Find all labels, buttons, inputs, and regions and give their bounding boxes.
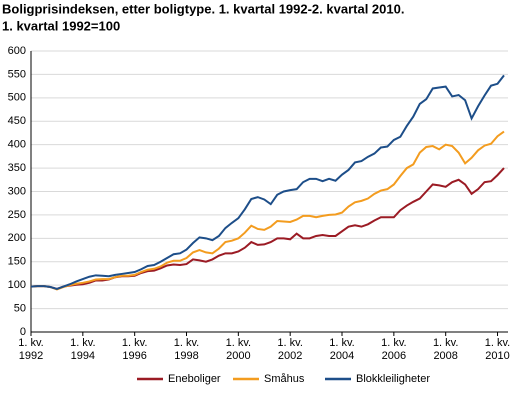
x-tick-label-line: 1998 <box>174 350 198 362</box>
series-line <box>30 74 505 290</box>
x-tick-label: 1. kv. 2000 <box>226 337 251 362</box>
x-tick-label: 1. kv. 2006 <box>381 337 406 362</box>
x-tick-label-line: 1. kv. <box>226 337 251 349</box>
x-tick-label-line: 2004 <box>330 350 354 362</box>
chart-title: Boligprisindeksen, etter boligtype. 1. k… <box>2 1 404 16</box>
x-tick-label: 1. kv. 1998 <box>174 337 199 362</box>
y-tick-label: 150 <box>8 256 26 268</box>
x-tick-label: 1. kv. 1992 <box>18 337 43 362</box>
y-tick-label: 550 <box>8 68 26 80</box>
x-tick-label-line: 2006 <box>382 350 406 362</box>
y-tick-label: 350 <box>8 162 26 174</box>
x-tick-label-line: 1. kv. <box>174 337 199 349</box>
y-tick-label: 0 <box>20 326 26 338</box>
x-tick-label: 1. kv. 1996 <box>122 337 147 362</box>
x-tick-label: 1. kv. 2004 <box>329 337 354 362</box>
x-tick-label-line: 2010 <box>485 350 509 362</box>
x-tick-label-line: 1. kv. <box>433 337 458 349</box>
y-tick-label: 400 <box>8 139 26 151</box>
x-tick-label-line: 1. kv. <box>122 337 147 349</box>
x-tick-label-line: 2000 <box>226 350 250 362</box>
x-tick-label-line: 1. kv. <box>18 337 43 349</box>
x-tick-label-line: 2008 <box>433 350 457 362</box>
x-tick-label-line: 1994 <box>71 350 95 362</box>
x-tick-label-line: 1996 <box>122 350 146 362</box>
y-tick-label: 200 <box>8 232 26 244</box>
legend-label: Småhus <box>264 373 305 385</box>
x-tick-label-line: 1. kv. <box>329 337 354 349</box>
y-tick-label: 300 <box>8 185 26 197</box>
x-tick-label-line: 1. kv. <box>381 337 406 349</box>
x-tick-label: 1. kv. 2002 <box>277 337 302 362</box>
y-tick-label: 500 <box>8 92 26 104</box>
x-tick-label: 1. kv. 2008 <box>433 337 458 362</box>
legend-label: Blokkleiligheter <box>356 373 430 385</box>
y-tick-label: 50 <box>14 302 26 314</box>
y-tick-label: 450 <box>8 115 26 127</box>
y-tick-label: 100 <box>8 279 26 291</box>
x-tick-label-line: 1. kv. <box>70 337 95 349</box>
x-tick-label-line: 1. kv. <box>277 337 302 349</box>
x-tick-label: 1. kv. 2010 <box>485 337 510 362</box>
y-tick-label: 600 <box>8 45 26 57</box>
x-tick-label-line: 1992 <box>19 350 43 362</box>
x-tick-label-line: 1. kv. <box>485 337 510 349</box>
series-line <box>30 130 505 291</box>
legend-label: Eneboliger <box>168 373 221 385</box>
y-tick-label: 250 <box>8 209 26 221</box>
x-tick-label-line: 2002 <box>278 350 302 362</box>
x-tick-label: 1. kv. 1994 <box>70 337 95 362</box>
chart-subtitle: 1. kvartal 1992=100 <box>2 18 120 33</box>
